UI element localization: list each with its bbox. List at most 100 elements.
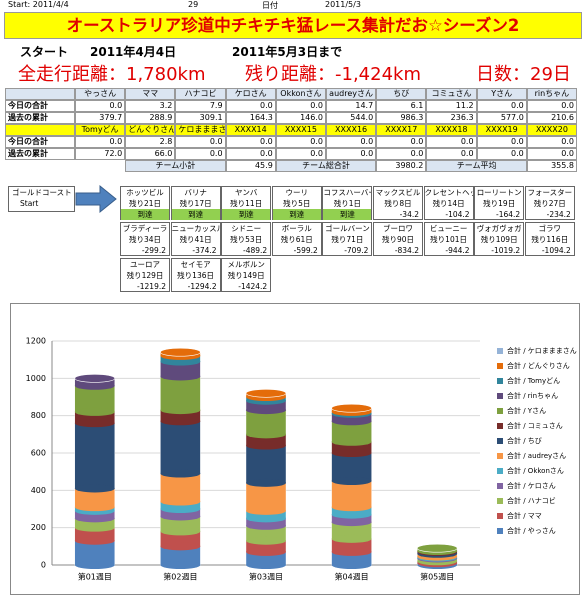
segment-bottom	[331, 449, 372, 457]
route-stop: シドニー 残り53日 -489.2	[221, 222, 272, 256]
stop-remain: 残り21日	[128, 199, 162, 208]
table-cell: 0.0	[275, 136, 326, 148]
segment-bottom	[74, 561, 115, 569]
stop-name: ビューニー	[429, 224, 468, 233]
table-cell: 0.0	[175, 148, 226, 160]
legend-label: 合計 / ケロまままさん	[507, 346, 577, 355]
stop-name: ボーラル	[281, 224, 312, 233]
stop-name: クレセントヘッド	[424, 188, 473, 197]
segment-bottom	[74, 381, 115, 390]
table-cell: 0.0	[376, 136, 427, 148]
stop-remain: 残り101日	[430, 235, 467, 244]
stop-remain: 残り116日	[531, 235, 569, 244]
stop-status: -489.2	[243, 246, 268, 255]
route-stop: ゴールバーン 残り71日 -709.2	[322, 222, 373, 256]
table-cell: 0.0	[526, 100, 577, 112]
segment-bottom	[160, 561, 201, 569]
legend-label: 合計 / rinちゃん	[507, 391, 558, 400]
header-corner	[5, 124, 75, 136]
route-stop: マックスビル 残り8日 -34.2	[373, 186, 423, 220]
stop-name: ヤンバ	[234, 188, 258, 197]
stop-remain: 残り149日	[227, 271, 265, 280]
segment-bottom	[160, 469, 201, 478]
segment-bottom	[331, 477, 372, 485]
segment-bottom	[331, 510, 372, 519]
segment-bottom	[331, 503, 372, 512]
table-cell: 0.0	[225, 100, 276, 112]
segment-bottom	[160, 357, 201, 366]
table-cell: 164.3	[225, 112, 276, 124]
column-header: やっさん	[75, 88, 126, 100]
stop-name: ユーロア	[130, 260, 160, 269]
days-count: 日数：29日	[476, 64, 571, 85]
legend-swatch	[497, 498, 503, 504]
segment-bottom	[331, 534, 372, 543]
y-tick-label: 200	[31, 523, 46, 532]
route-stop: コフスハーバー 残り1日 到達	[322, 186, 373, 220]
stop-remain: 残り136日	[177, 271, 214, 280]
arrow-shape	[75, 184, 117, 214]
column-header: XXXX15	[275, 124, 326, 136]
legend-label: 合計 / どんぐりさん	[507, 361, 570, 370]
column-header: ケロまままさん	[175, 124, 226, 136]
legend-label: 合計 / コミュさん	[507, 421, 563, 430]
stop-remain: 残り11日	[230, 199, 263, 208]
table-cell: 11.2	[426, 100, 477, 112]
table-cell: 7.9	[175, 100, 226, 112]
legend-swatch	[497, 408, 503, 414]
total-distance: 全走行距離：1,780km	[18, 64, 206, 85]
legend-swatch	[497, 363, 503, 369]
segment-bottom	[160, 512, 201, 521]
row-label: 今日の合計	[5, 136, 75, 148]
stop-status: 到達	[121, 209, 169, 220]
team-label: チーム平均	[426, 160, 527, 172]
stop-status: 到達	[272, 209, 321, 220]
stop-status: 到達	[222, 209, 271, 220]
legend-label: 合計 / やっさん	[507, 526, 556, 535]
route-stop: ローリートン 残り19日 -164.2	[474, 186, 525, 220]
bar-segment	[160, 421, 201, 474]
stop-remain: 残り1日	[333, 199, 362, 208]
table-cell: 66.0	[125, 148, 176, 160]
stop-status: -944.2	[445, 246, 470, 255]
route-stop: メルボルン 残り149日 -1424.2	[221, 258, 272, 292]
row-label: 過去の累計	[5, 112, 75, 124]
segment-bottom	[331, 547, 372, 556]
column-header: ちび	[376, 88, 427, 100]
column-header: コミュさん	[426, 88, 477, 100]
team-label: チーム総合計	[275, 160, 377, 172]
table-cell: 0.0	[175, 136, 226, 148]
legend-swatch	[497, 423, 503, 429]
stop-status: -1219.2	[137, 282, 166, 291]
score-table: やっさん ママ ハナコビ ケロさん Okkonさん audreyさん ちび コミュさん Yさん r…	[5, 88, 577, 174]
table-cell: 3.2	[125, 100, 176, 112]
table-cell: 0.0	[275, 148, 326, 160]
table-cell: 986.3	[376, 112, 427, 124]
segment-bottom	[246, 514, 286, 523]
segment-bottom	[74, 419, 115, 428]
route-stop: ヴォガヴォガ 残り109日 -1019.2	[474, 222, 525, 256]
route-stop: ボーラル 残り61日 -599.2	[271, 222, 322, 256]
stop-name: ブーロワ	[383, 224, 413, 233]
segment-bottom	[160, 505, 201, 513]
table-cell: 72.0	[75, 148, 126, 160]
route-stop: フォースター 残り27日 -234.2	[524, 186, 575, 220]
bar-top	[160, 347, 201, 357]
legend-label: 合計 / ハナコビ	[507, 496, 556, 505]
stop-name: シドニー	[231, 224, 262, 233]
x-tick-label: 第04週目	[335, 572, 369, 582]
start-label: スタート	[20, 45, 69, 59]
route-stop: ヤンバ残り11日 到達	[221, 186, 272, 220]
days-info: 29	[188, 0, 199, 9]
legend-swatch	[497, 438, 503, 444]
segment-bottom	[331, 561, 372, 569]
table-cell: 0.0	[75, 100, 126, 112]
table-cell: 146.0	[275, 112, 326, 124]
table-cell: 2.8	[125, 136, 176, 148]
segment-bottom	[246, 430, 286, 439]
stop-name: セイモア	[180, 260, 211, 269]
x-tick-label: 第01週目	[78, 572, 112, 582]
table-cell: 0.0	[426, 136, 477, 148]
stop-remain: 残り41日	[179, 235, 212, 244]
